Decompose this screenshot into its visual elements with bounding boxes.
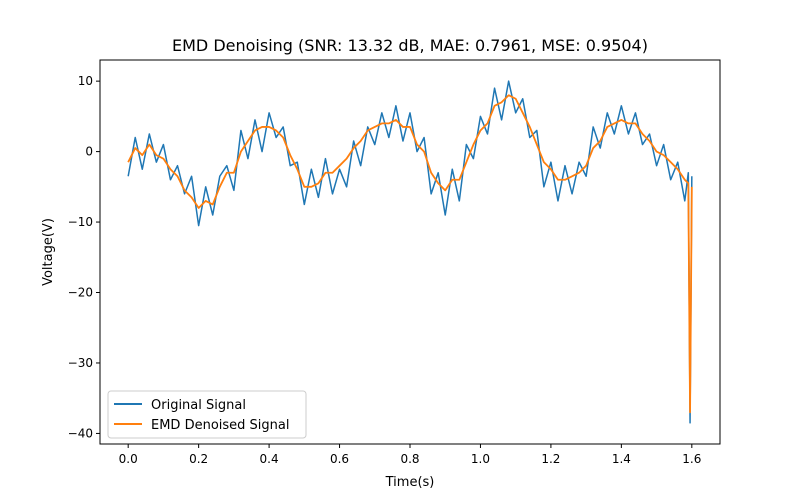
series-line-emd-denoised-signal [127,94,693,414]
plot-background [100,60,720,444]
x-axis-ticks: 0.0 0.2 0.4 0.6 0.8 1.0 1.2 1.4 1.6 [119,444,701,466]
x-tick-label: 1.0 [471,452,490,466]
y-tick-label: 10 [78,74,93,88]
x-axis-label: Time(s) [385,475,435,490]
series-line-original-signal [127,80,693,424]
y-tick-label: −40 [68,426,93,440]
plot-area [100,60,720,444]
x-tick-label: 1.4 [612,452,631,466]
series-layer [127,80,693,424]
x-tick-label: 1.2 [541,452,560,466]
x-tick-label: 0.6 [330,452,349,466]
x-tick-label: 0.0 [119,452,138,466]
y-tick-label: 0 [85,145,93,159]
legend: Original Signal EMD Denoised Signal [107,390,307,439]
chart-title: EMD Denoising (SNR: 13.32 dB, MAE: 0.796… [172,36,648,55]
legend-label-original-signal: Original Signal [151,398,246,413]
x-tick-label: 0.4 [260,452,279,466]
x-tick-label: 0.2 [189,452,208,466]
legend-box [107,390,307,439]
x-tick-label: 1.6 [682,452,701,466]
y-axis-ticks: 10 0 −10 −20 −30 −40 [68,74,100,440]
legend-label-emd-denoised-signal: EMD Denoised Signal [151,418,289,433]
y-tick-label: −20 [68,286,93,300]
y-tick-label: −30 [68,356,93,370]
x-tick-label: 0.8 [400,452,419,466]
y-tick-label: −10 [68,215,93,229]
y-axis-label: Voltage(V) [41,218,56,286]
